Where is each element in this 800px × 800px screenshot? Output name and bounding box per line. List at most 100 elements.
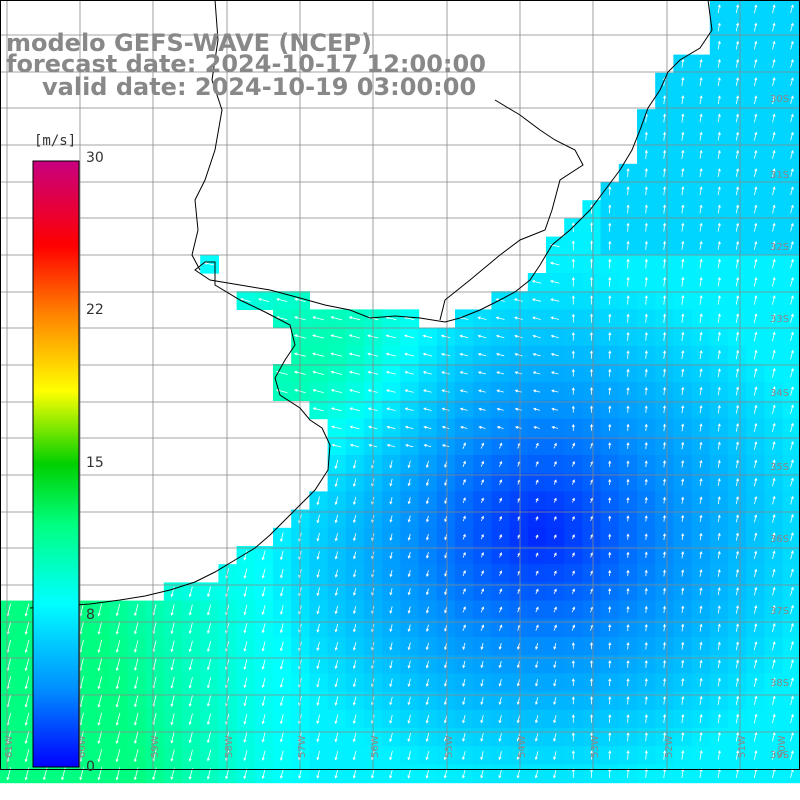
wind-arrow [261, 586, 266, 597]
wind-arrow [644, 496, 648, 504]
wind-arrow [553, 442, 557, 449]
wind-arrow [352, 478, 357, 487]
wind-arrow [553, 661, 557, 669]
wind-arrow [261, 732, 266, 743]
wind-arrow [699, 95, 703, 105]
wind-arrow [444, 479, 448, 486]
wind-arrow [499, 442, 503, 449]
wind-arrow [516, 679, 520, 687]
wind-arrow [133, 749, 139, 763]
wind-arrow [571, 497, 575, 503]
wind-arrow [589, 368, 594, 377]
wind-arrow [699, 677, 703, 687]
wind-arrow [754, 149, 758, 159]
wind-arrow [498, 715, 502, 724]
wind-arrow [206, 713, 211, 726]
wind-arrow [753, 750, 758, 760]
wind-arrow [753, 641, 758, 651]
wind-arrow [480, 678, 484, 687]
wind-arrow [279, 659, 284, 670]
wind-arrow [261, 768, 266, 780]
wind-arrow [330, 352, 343, 357]
wind-arrow [480, 497, 484, 503]
wind-arrow [407, 570, 411, 578]
wind-arrow [754, 441, 758, 450]
wind-arrow [553, 497, 557, 503]
colorbar-tick-30: 30 [86, 150, 104, 166]
wind-arrow [644, 659, 648, 668]
wind-arrow [462, 642, 466, 651]
wind-arrow [279, 641, 284, 652]
wind-arrow [478, 425, 486, 429]
wind-arrow [353, 606, 357, 615]
wind-arrow [717, 659, 721, 669]
wind-arrow [735, 258, 740, 269]
wind-arrow [772, 750, 776, 760]
wind-arrow [681, 350, 685, 359]
wind-arrow [717, 186, 721, 196]
wind-arrow [699, 113, 703, 123]
wind-arrow [699, 131, 703, 141]
wind-arrow [735, 40, 740, 50]
wind-arrow [407, 624, 411, 632]
wind-arrow [407, 551, 411, 559]
wind-arrow [498, 678, 502, 687]
wind-arrow [717, 258, 721, 269]
wind-arrow [389, 696, 393, 706]
wind-arrow [626, 167, 630, 178]
wind-arrow [553, 460, 557, 467]
wind-arrow [662, 368, 667, 377]
wind-arrow [258, 298, 270, 302]
wind-arrow [386, 389, 396, 393]
wind-arrow [535, 624, 539, 631]
wind-arrow [188, 695, 193, 707]
wind-arrow [644, 405, 648, 413]
wind-arrow [753, 677, 758, 687]
wind-arrow [498, 769, 502, 779]
wind-arrow [644, 167, 648, 178]
wind-arrow [790, 659, 794, 669]
wind-arrow [312, 352, 325, 357]
wind-arrow [699, 186, 703, 196]
wind-arrow [662, 386, 667, 396]
wind-arrow [662, 533, 666, 540]
wind-arrow [462, 588, 466, 595]
wind-arrow [644, 441, 648, 450]
wind-arrow [662, 569, 666, 577]
wind-arrow [772, 295, 776, 305]
wind-arrow [735, 568, 739, 577]
wind-arrow [532, 316, 541, 320]
wind-arrow [754, 459, 758, 468]
wind-arrow [772, 386, 776, 396]
wind-arrow [533, 426, 540, 429]
wind-arrow [681, 131, 685, 141]
wind-arrow [644, 696, 648, 705]
wind-arrow [207, 677, 211, 689]
wind-arrow [608, 313, 612, 323]
wind-arrow [97, 749, 103, 763]
wind-arrow [735, 695, 740, 706]
wind-arrow [790, 276, 794, 287]
wind-arrow [462, 570, 466, 576]
wind-arrow [425, 552, 429, 559]
wind-arrow [608, 442, 612, 449]
wind-arrow [389, 551, 393, 560]
wind-arrow [535, 534, 539, 539]
wind-arrow [571, 405, 575, 413]
wind-arrow [753, 367, 758, 378]
wind-arrow [772, 22, 776, 32]
wind-arrow [626, 569, 630, 577]
wind-arrow [681, 313, 685, 323]
wind-arrow [348, 334, 361, 339]
coastline [29, 0, 713, 609]
wind-arrow [334, 623, 339, 633]
longitude-label: 54W [517, 735, 528, 758]
wind-arrow [753, 404, 758, 414]
latitude-label: 32S [770, 242, 789, 253]
wind-arrow [477, 316, 487, 320]
wind-arrow [626, 496, 630, 504]
wind-arrow [352, 696, 357, 706]
wind-arrow [626, 533, 630, 540]
border-line [191, 0, 223, 271]
wind-arrow [699, 731, 703, 742]
